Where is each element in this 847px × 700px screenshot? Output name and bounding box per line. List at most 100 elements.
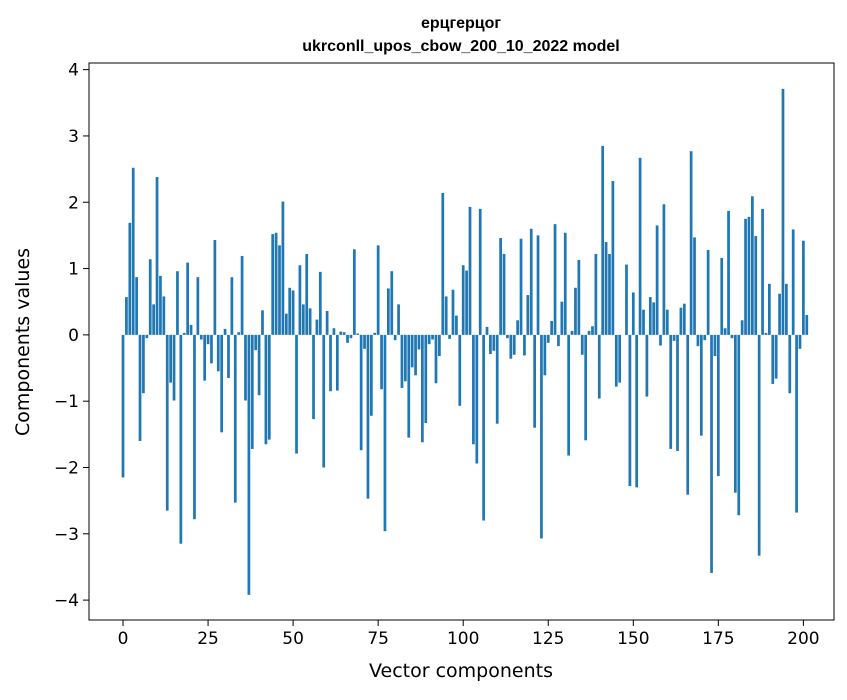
bar-172 bbox=[707, 250, 710, 335]
bar-124 bbox=[543, 335, 546, 375]
bar-130 bbox=[564, 233, 567, 335]
bar-70 bbox=[360, 335, 363, 450]
bar-62 bbox=[333, 328, 336, 335]
bar-173 bbox=[710, 335, 713, 573]
bar-92 bbox=[435, 335, 438, 383]
bar-193 bbox=[778, 294, 781, 335]
bar-85 bbox=[411, 335, 414, 367]
x-tick-label: 175 bbox=[702, 629, 734, 649]
bar-59 bbox=[322, 335, 325, 468]
bar-4 bbox=[135, 277, 138, 335]
bar-32 bbox=[231, 277, 234, 335]
bar-84 bbox=[407, 335, 410, 438]
y-tick-label: −3 bbox=[54, 525, 79, 545]
chart-title-line-2: ukrconll_upos_cbow_200_10_2022 model bbox=[302, 38, 619, 55]
bar-171 bbox=[703, 335, 706, 340]
bar-184 bbox=[748, 217, 751, 335]
bar-157 bbox=[656, 225, 659, 334]
bar-72 bbox=[367, 335, 370, 499]
bar-122 bbox=[537, 235, 540, 334]
bar-139 bbox=[595, 254, 598, 335]
bar-56 bbox=[312, 335, 315, 419]
bar-28 bbox=[217, 335, 220, 371]
y-tick-label: −2 bbox=[54, 458, 79, 478]
bar-125 bbox=[547, 335, 550, 343]
bar-169 bbox=[697, 335, 700, 346]
bar-50 bbox=[292, 290, 295, 334]
bar-195 bbox=[785, 284, 788, 335]
bar-186 bbox=[754, 236, 757, 335]
bar-159 bbox=[663, 204, 666, 335]
bar-121 bbox=[533, 335, 536, 428]
bar-170 bbox=[700, 335, 703, 436]
bar-13 bbox=[166, 335, 169, 511]
bar-96 bbox=[448, 335, 451, 339]
bar-0 bbox=[122, 335, 125, 478]
bar-111 bbox=[499, 238, 502, 335]
bar-94 bbox=[441, 193, 444, 335]
bar-80 bbox=[394, 335, 397, 340]
bar-63 bbox=[336, 335, 339, 391]
bar-15 bbox=[173, 335, 176, 401]
y-tick-label: 4 bbox=[68, 61, 79, 81]
bar-86 bbox=[414, 335, 417, 375]
bar-156 bbox=[652, 302, 655, 334]
bar-106 bbox=[482, 335, 485, 521]
bar-88 bbox=[421, 335, 424, 442]
bar-44 bbox=[271, 234, 274, 335]
bar-108 bbox=[489, 335, 492, 354]
bar-67 bbox=[350, 335, 353, 338]
bar-97 bbox=[452, 290, 455, 335]
x-tick-label: 100 bbox=[447, 629, 479, 649]
bar-41 bbox=[261, 310, 264, 335]
bar-126 bbox=[550, 321, 553, 335]
bar-58 bbox=[319, 272, 322, 335]
bar-45 bbox=[275, 233, 278, 335]
bar-180 bbox=[734, 335, 737, 493]
x-tick-label: 25 bbox=[197, 629, 219, 649]
bar-105 bbox=[479, 209, 482, 335]
bar-116 bbox=[516, 320, 519, 335]
bar-168 bbox=[693, 237, 696, 334]
bar-185 bbox=[751, 196, 754, 335]
bar-114 bbox=[509, 335, 512, 359]
bar-142 bbox=[605, 242, 608, 335]
bar-60 bbox=[326, 311, 329, 335]
bar-199 bbox=[799, 335, 802, 349]
bar-109 bbox=[492, 335, 495, 351]
bar-146 bbox=[618, 335, 621, 383]
bar-57 bbox=[316, 320, 319, 335]
bar-55 bbox=[309, 308, 312, 335]
bar-143 bbox=[608, 254, 611, 335]
bar-89 bbox=[424, 335, 427, 423]
bar-189 bbox=[765, 333, 768, 335]
bar-53 bbox=[302, 304, 305, 335]
bar-48 bbox=[285, 314, 288, 335]
bar-191 bbox=[771, 335, 774, 384]
x-tick-label: 200 bbox=[787, 629, 819, 649]
bar-42 bbox=[265, 335, 268, 444]
bar-66 bbox=[346, 335, 349, 343]
bar-128 bbox=[557, 335, 560, 346]
bar-179 bbox=[731, 335, 734, 338]
y-tick-label: 3 bbox=[68, 127, 79, 147]
bar-23 bbox=[200, 335, 203, 340]
bar-68 bbox=[353, 249, 356, 335]
bar-35 bbox=[241, 256, 244, 335]
bar-69 bbox=[356, 334, 359, 335]
bar-201 bbox=[805, 315, 808, 335]
x-tick-label: 75 bbox=[367, 629, 389, 649]
bar-119 bbox=[526, 295, 529, 335]
bar-145 bbox=[615, 335, 618, 387]
bar-2 bbox=[128, 223, 131, 335]
bar-135 bbox=[581, 335, 584, 355]
bar-64 bbox=[339, 332, 342, 335]
bar-81 bbox=[397, 304, 400, 335]
bar-149 bbox=[629, 335, 632, 486]
bar-39 bbox=[254, 335, 257, 350]
bar-25 bbox=[207, 335, 210, 344]
bar-129 bbox=[560, 302, 563, 335]
bar-87 bbox=[418, 335, 421, 350]
